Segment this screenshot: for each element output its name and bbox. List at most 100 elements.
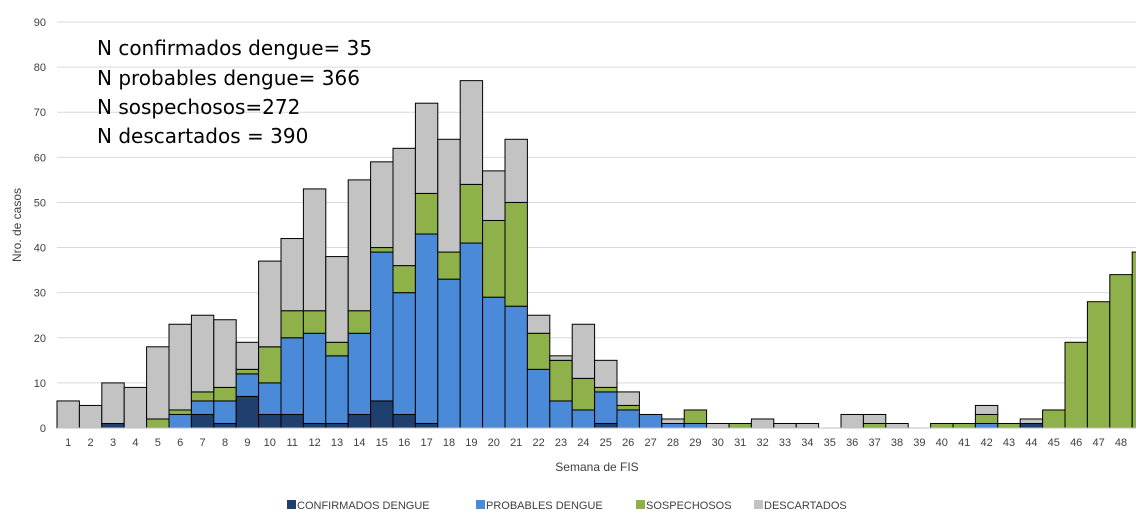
bar-segment (773, 422, 797, 429)
x-tick-label: 17 (420, 437, 432, 449)
bar-segment (146, 418, 170, 429)
x-tick-label: 41 (958, 437, 970, 449)
bar-segment (392, 413, 416, 429)
bar-segment (78, 404, 103, 429)
bar-segment (213, 319, 237, 388)
bar-segment (101, 382, 125, 424)
x-tick-label: 9 (244, 437, 250, 449)
bar-segment (392, 292, 416, 415)
x-tick-label: 45 (1048, 437, 1060, 449)
x-tick-label: 13 (331, 437, 343, 449)
bar-segment (549, 400, 573, 429)
bar-segment (750, 418, 775, 429)
bar-segment (504, 305, 528, 429)
bar-segment (414, 192, 439, 235)
bar-segment (482, 296, 506, 429)
x-tick-label: 44 (1025, 437, 1037, 449)
bar-segment (258, 382, 282, 415)
x-tick-label: 4 (132, 437, 138, 449)
legend-label-sospechosos: SOSPECHOSOS (646, 500, 732, 512)
bar-segment (795, 422, 820, 429)
bar-segment (706, 422, 730, 429)
x-tick-label: 35 (824, 437, 836, 449)
bar-segment (325, 341, 349, 357)
x-tick-label: 43 (1003, 437, 1015, 449)
x-tick-label: 40 (936, 437, 948, 449)
bar-segment (594, 386, 618, 393)
y-tick-label: 10 (34, 378, 46, 390)
bar-segment (683, 409, 708, 424)
y-tick-label: 50 (34, 197, 46, 209)
x-tick-label: 33 (779, 437, 791, 449)
y-tick-label: 40 (34, 243, 46, 255)
bar-segment (258, 346, 282, 384)
bar-segment (616, 404, 640, 411)
bar-segment (280, 238, 304, 312)
x-tick-label: 46 (1070, 437, 1082, 449)
bar-segment (370, 400, 394, 429)
bar-segment (235, 373, 260, 397)
bar-segment (280, 337, 304, 415)
bar-segment (414, 233, 439, 424)
x-tick-label: 25 (600, 437, 612, 449)
bar-segment (930, 422, 954, 429)
x-tick-label: 2 (88, 437, 94, 449)
bar-segment (974, 413, 999, 424)
bar-segment (974, 404, 999, 415)
annotations: N confirmados dengue= 35 N probables den… (97, 36, 372, 148)
bar-segment (370, 247, 394, 253)
bar-segment (526, 332, 551, 370)
bar-segment (952, 422, 976, 429)
bar-segment (302, 422, 327, 429)
bar-segment (370, 251, 394, 402)
bar-segment (302, 332, 327, 424)
gridlines (57, 21, 1136, 384)
bar-segment (414, 102, 439, 194)
bar-segment (168, 409, 192, 415)
bar-segment (504, 201, 528, 307)
bar-segment (414, 422, 439, 429)
y-tick-label: 70 (34, 107, 46, 119)
x-tick-label: 22 (532, 437, 544, 449)
x-tick-label: 3 (110, 437, 116, 449)
bar-segment (56, 400, 80, 429)
bar-segment (213, 400, 237, 424)
x-tick-label: 38 (891, 437, 903, 449)
bar-segment (482, 219, 506, 298)
bar-segment (146, 346, 170, 420)
bar-segment (302, 188, 327, 312)
bar-segment (482, 170, 506, 221)
x-tick-label: 21 (510, 437, 522, 449)
bar-segment (1109, 274, 1133, 429)
x-tick-label: 11 (286, 437, 297, 449)
bar-segment (168, 323, 192, 411)
bar-segment (168, 413, 192, 429)
bar-segment (728, 422, 752, 429)
bar-segment (862, 413, 887, 424)
bar-segment (347, 179, 372, 312)
x-tick-label: 28 (667, 437, 679, 449)
annotation-confirmados: N confirmados dengue= 35 (97, 36, 372, 60)
bar-segment (616, 409, 640, 429)
x-tick-label: 42 (980, 437, 992, 449)
x-tick-label: 7 (200, 437, 206, 449)
bar-segment (213, 386, 237, 402)
y-tick-label: 30 (34, 288, 46, 300)
legend-label-confirmados: CONFIRMADOS DENGUE (297, 500, 430, 512)
x-tick-label: 10 (264, 437, 276, 449)
bar-segment (1019, 422, 1044, 429)
bar-segment (370, 161, 394, 249)
bar-segment (280, 413, 304, 429)
bar-segment (123, 386, 148, 429)
bar-segment (840, 413, 864, 429)
x-tick-label: 23 (555, 437, 567, 449)
bar-segment (347, 310, 372, 334)
bar-segment (1042, 409, 1066, 429)
bar-segment (190, 391, 215, 402)
bar-segment (235, 395, 260, 429)
x-tick-label: 12 (308, 437, 320, 449)
bar-segment (235, 341, 260, 370)
bar-segment (325, 355, 349, 424)
x-tick-label: 18 (443, 437, 455, 449)
